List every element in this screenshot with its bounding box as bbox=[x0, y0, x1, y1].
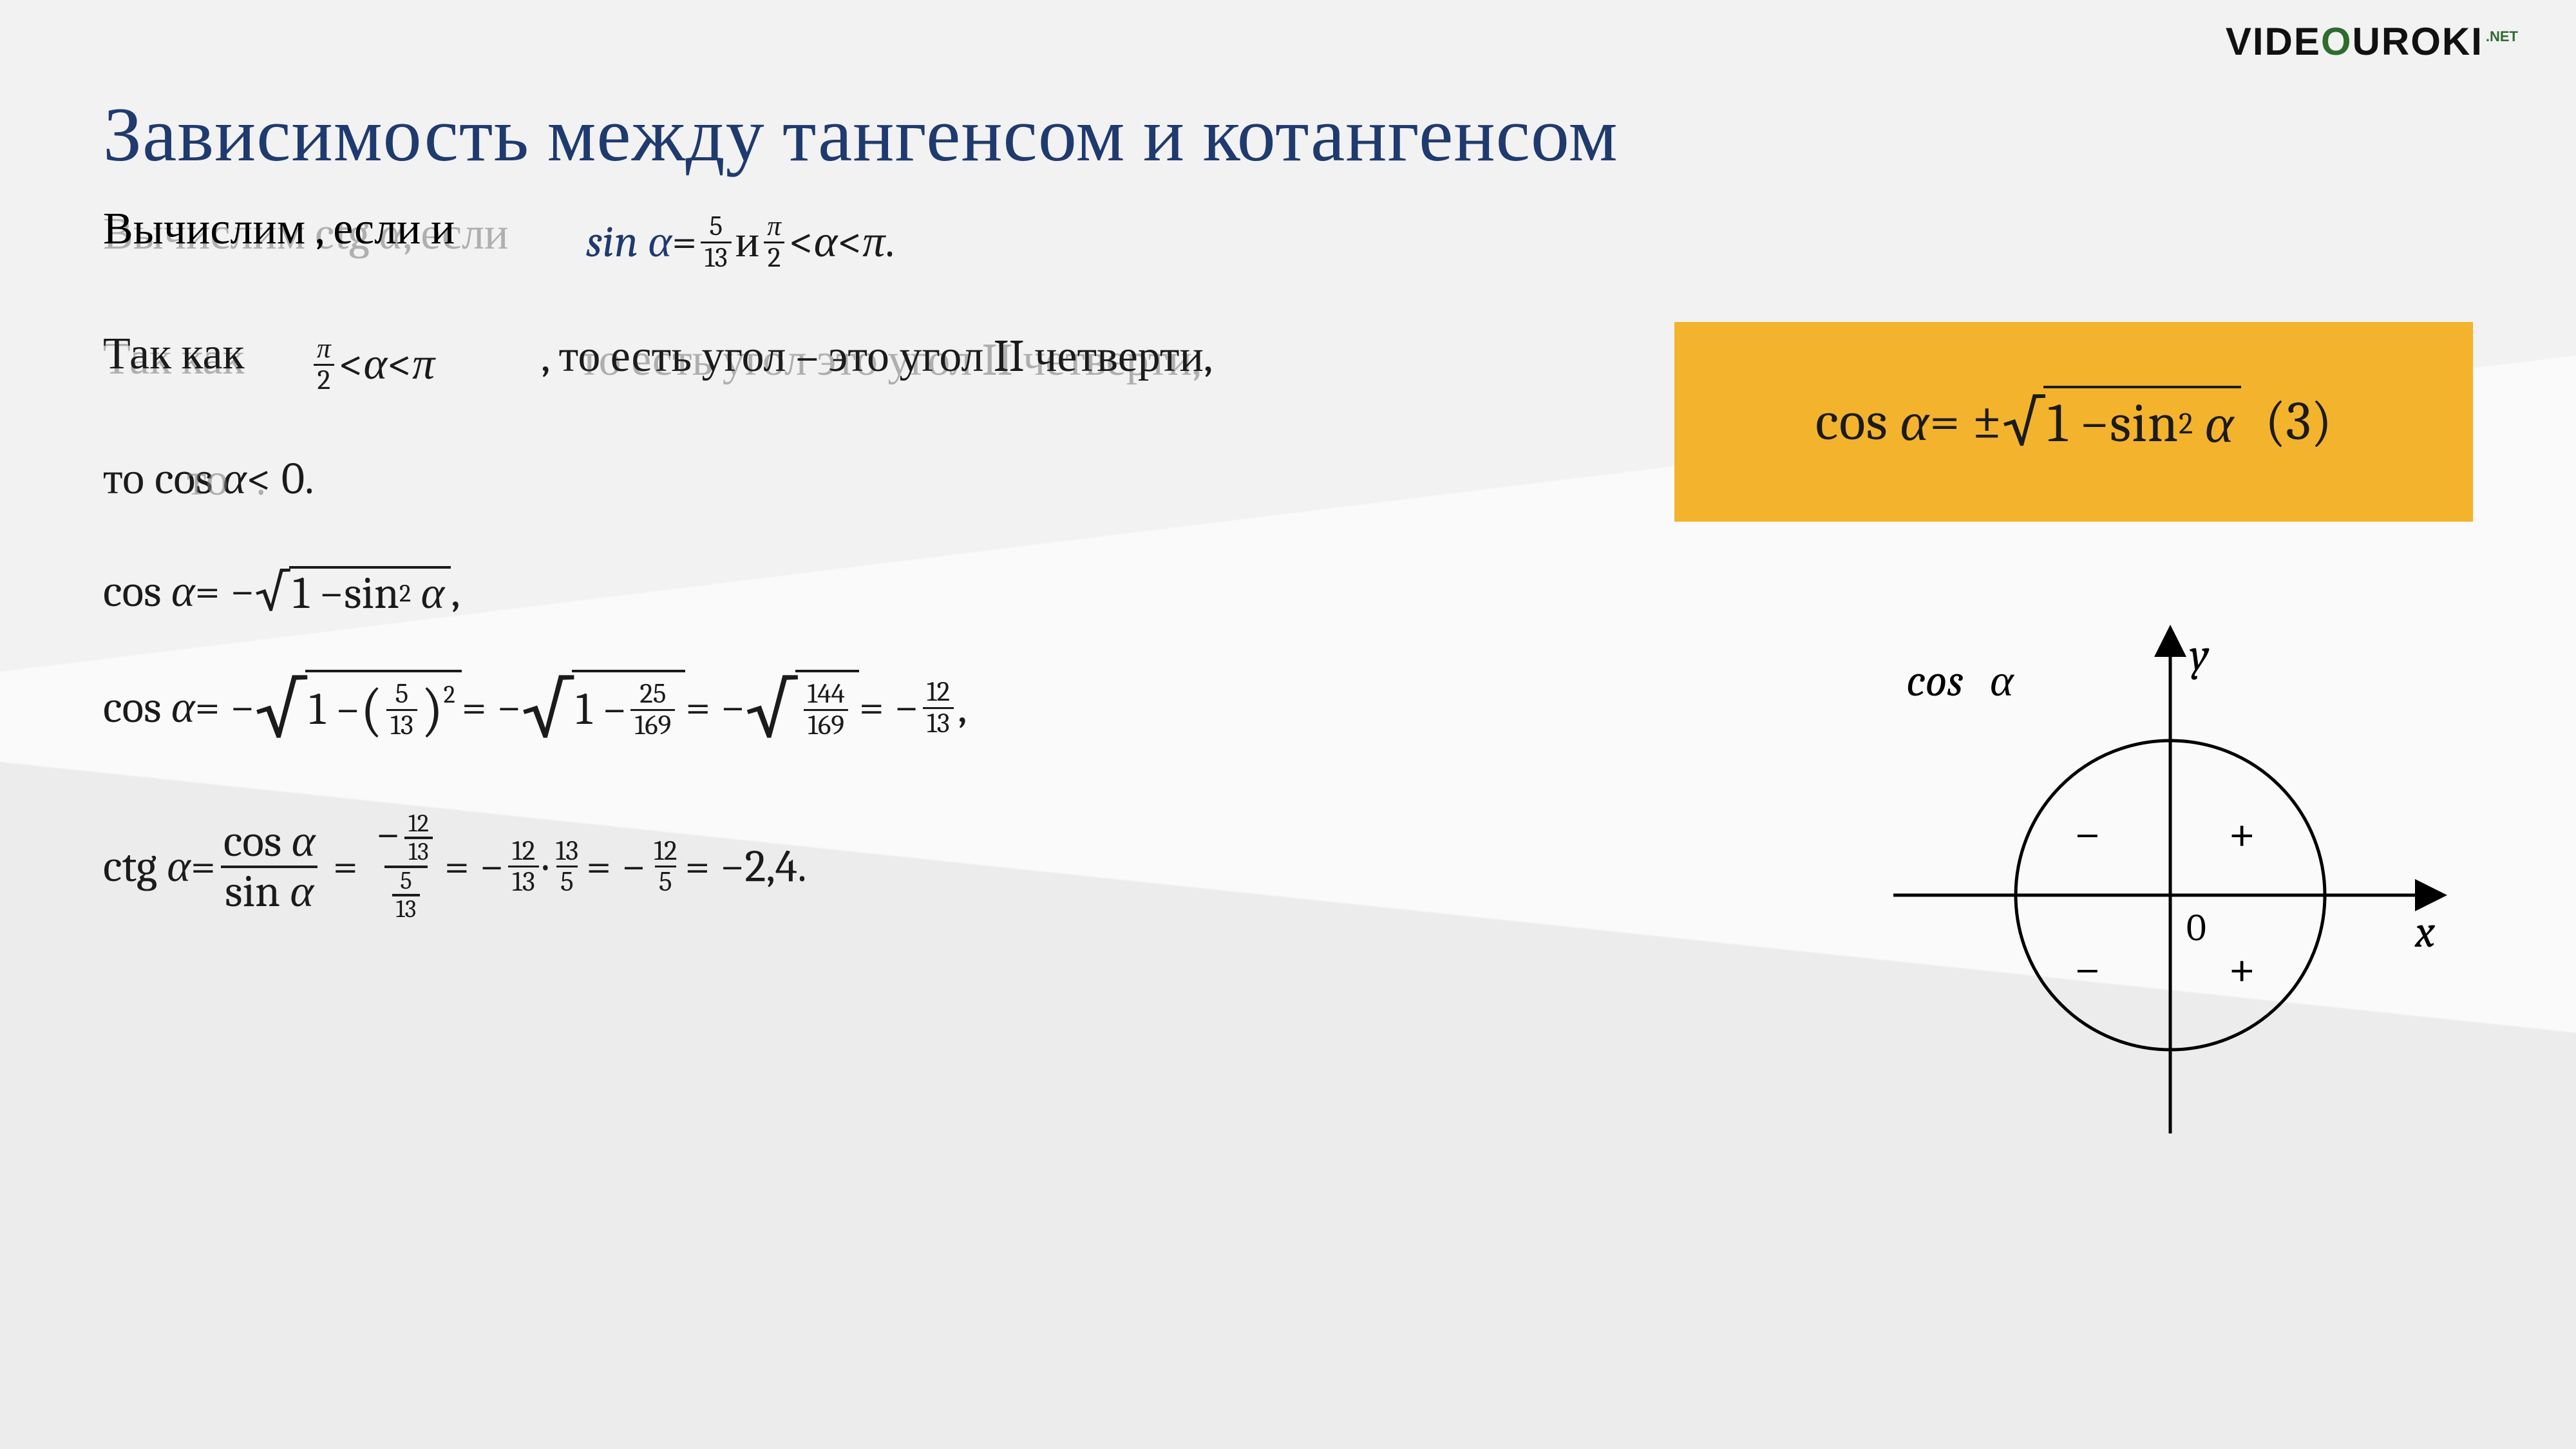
svg-text:y: y bbox=[2190, 629, 2210, 681]
svg-text:+: + bbox=[2228, 806, 2256, 863]
slide-title: Зависимость между тангенсом и котангенсо… bbox=[103, 90, 2473, 180]
svg-text:−: − bbox=[2074, 806, 2101, 863]
svg-text:0: 0 bbox=[2186, 905, 2206, 950]
svg-text:α: α bbox=[1990, 655, 2014, 707]
svg-text:−: − bbox=[2074, 942, 2101, 998]
formula-callout: cos α = ± √ 1 − sin2 α (3) bbox=[1674, 322, 2473, 522]
svg-text:+: + bbox=[2228, 942, 2256, 998]
sign-diagram: y x 0 cosα + − − + bbox=[1868, 625, 2447, 1153]
svg-text:cos: cos bbox=[1906, 655, 1964, 707]
svg-text:x: x bbox=[2414, 906, 2436, 958]
line-4: cos α = − √1 − sin2 α , bbox=[103, 566, 2473, 618]
line-1: Вычислим ctg α, если Вычислим , если и s… bbox=[103, 212, 2473, 283]
